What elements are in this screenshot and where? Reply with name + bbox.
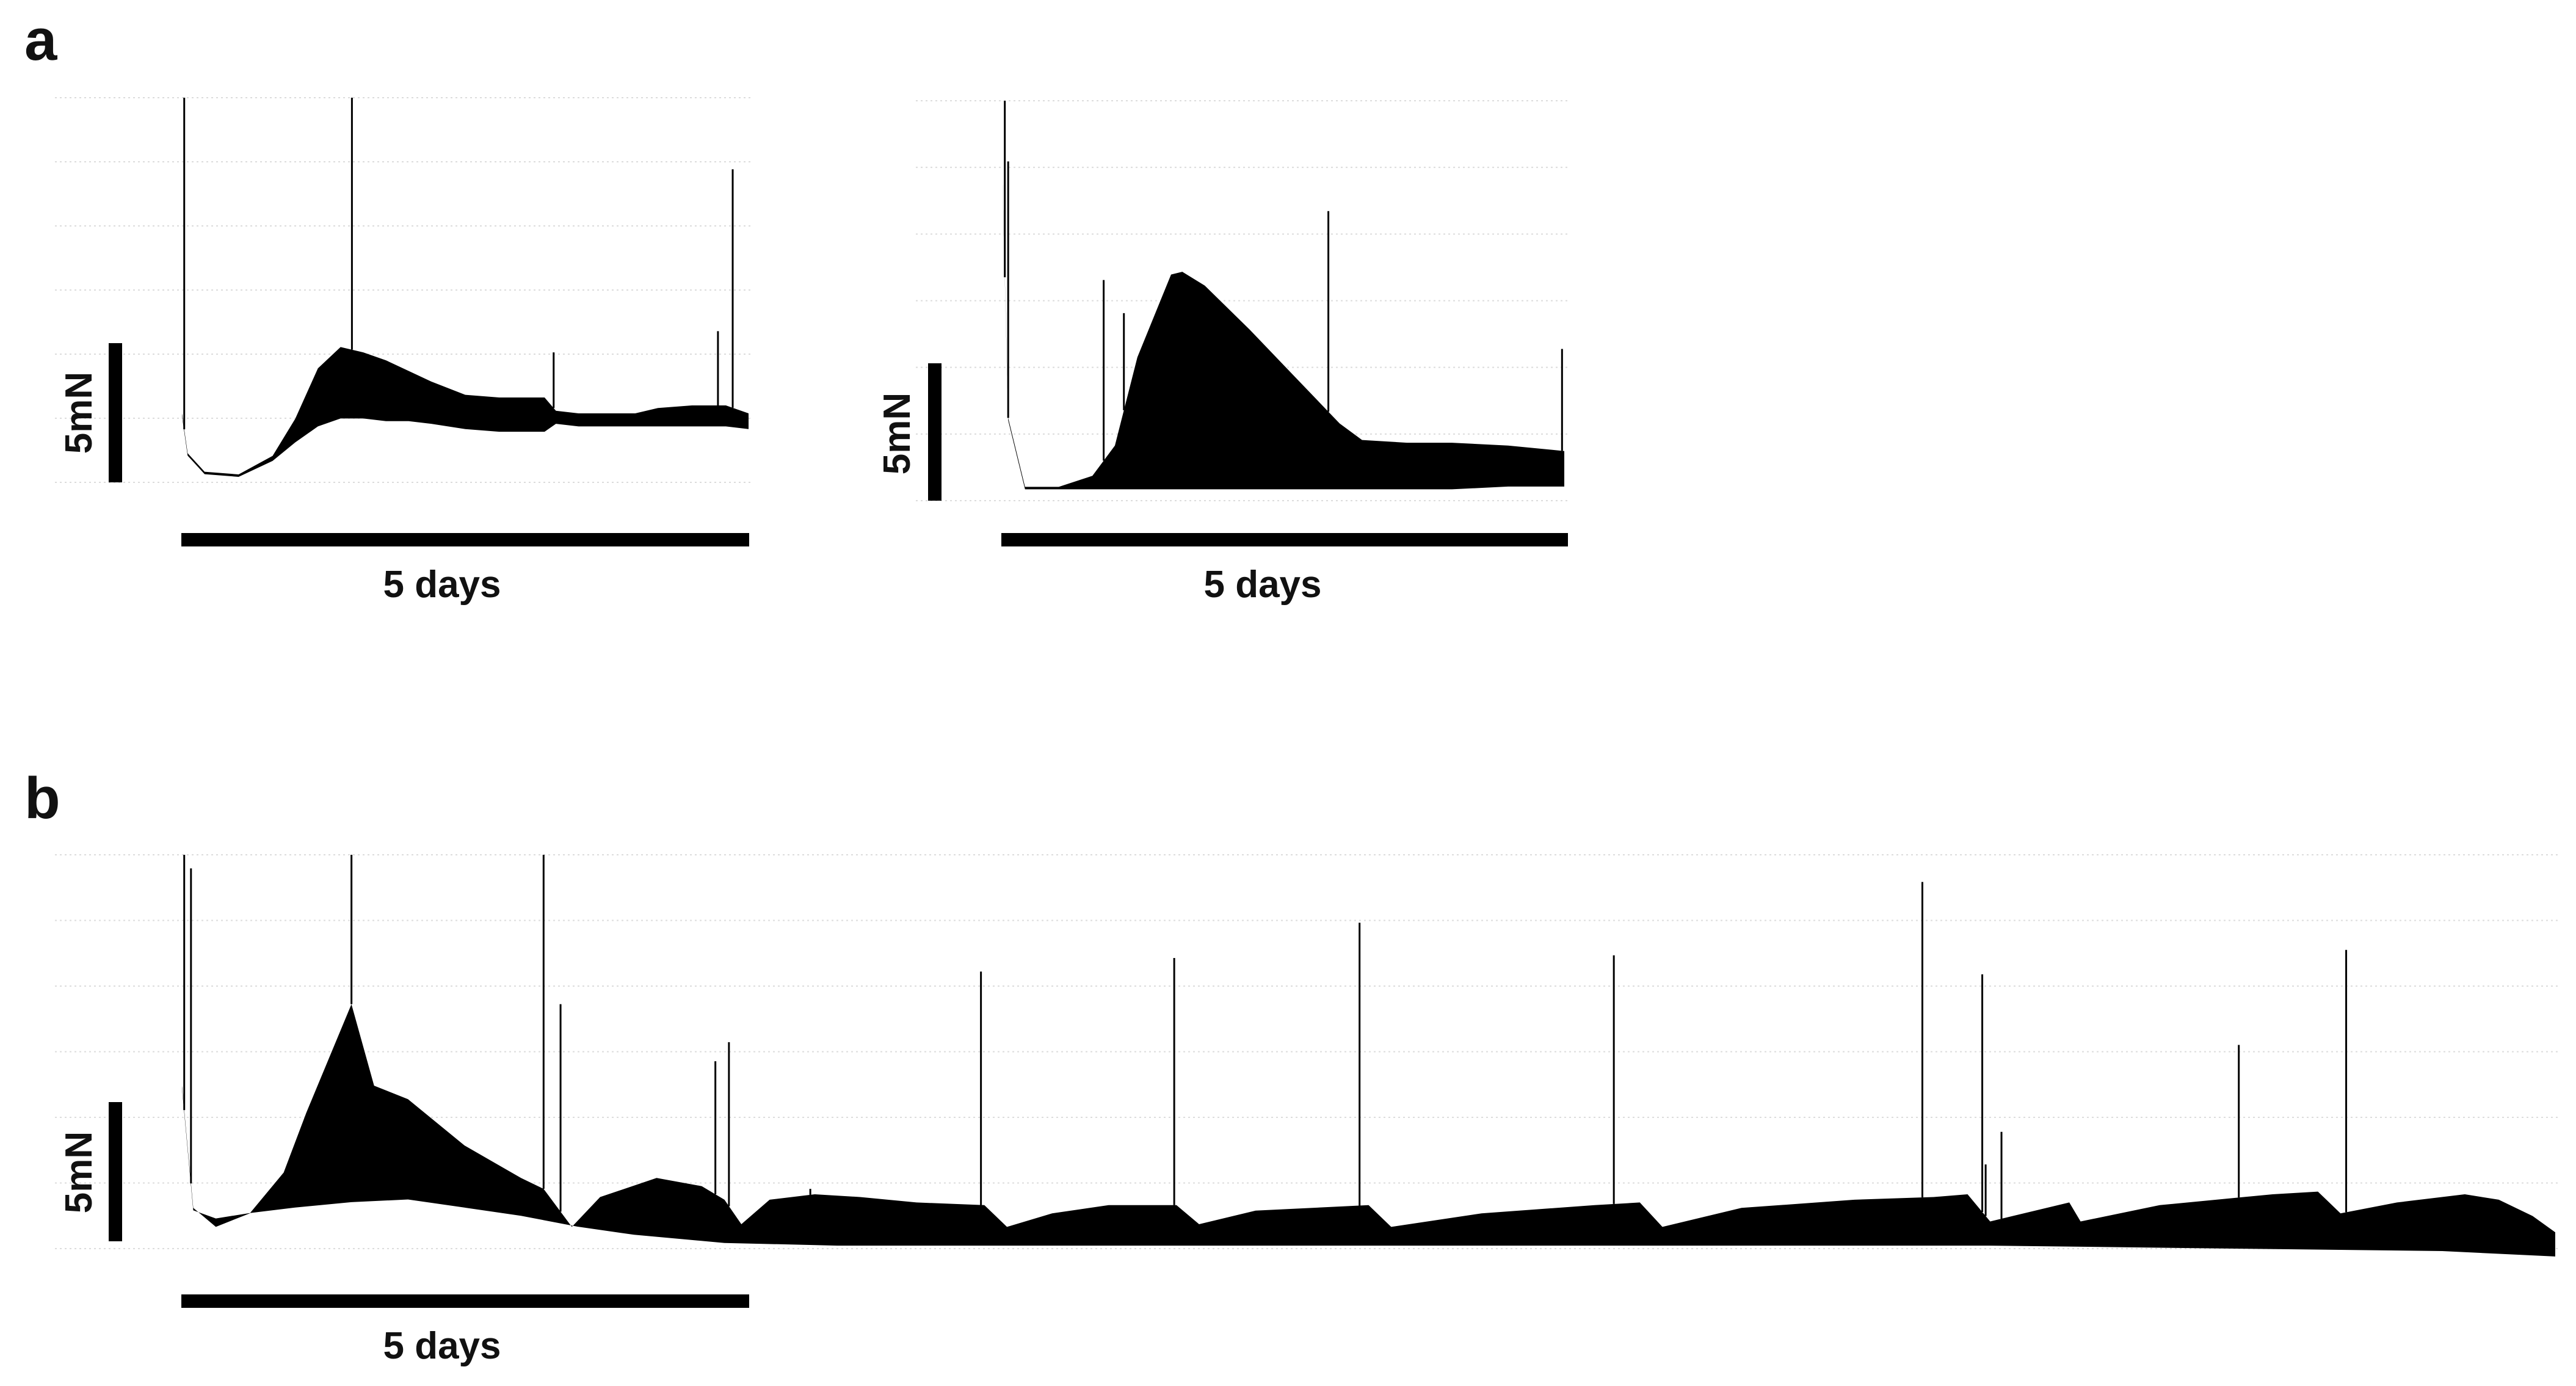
force-scale-bar-a2 [928,363,942,501]
trace-plot-a2 [916,101,1569,501]
panel-letter-b: b [24,766,60,831]
force-scale-label-a2: 5mN [876,393,918,474]
force-scale-bar-b [109,1102,122,1241]
force-trace-envelope [182,1004,2555,1257]
time-scale-label-b: 5 days [383,1325,501,1367]
trace-plot-a1 [55,98,751,482]
force-trace-envelope [1003,184,1564,490]
force-trace-envelope [182,347,749,477]
force-scale-label-b: 5mN [58,1131,100,1213]
force-scale-bar-a1 [109,343,122,482]
time-scale-label-a1: 5 days [383,564,501,606]
time-scale-bar-a2 [1001,533,1568,546]
time-scale-bar-a1 [181,533,749,546]
trace-plot-b [55,855,2558,1257]
time-scale-label-a2: 5 days [1203,564,1321,606]
panel-letter-a: a [24,7,57,73]
time-scale-bar-b [181,1294,749,1308]
force-scale-label-a1: 5mN [58,372,100,454]
